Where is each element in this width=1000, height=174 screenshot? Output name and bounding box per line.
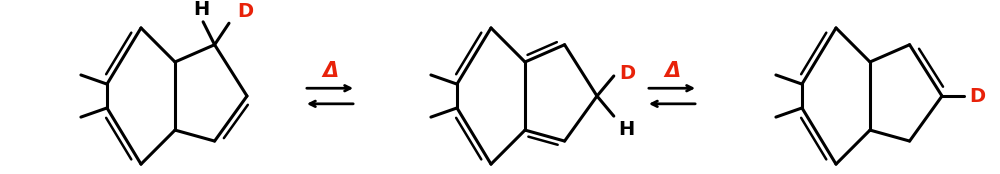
Text: H: H [618,120,634,139]
Text: D: D [969,86,986,106]
Text: Δ: Δ [664,61,680,81]
Text: D: D [237,2,253,21]
Text: D: D [619,64,635,83]
Text: Δ: Δ [322,61,338,81]
Text: H: H [193,0,209,19]
